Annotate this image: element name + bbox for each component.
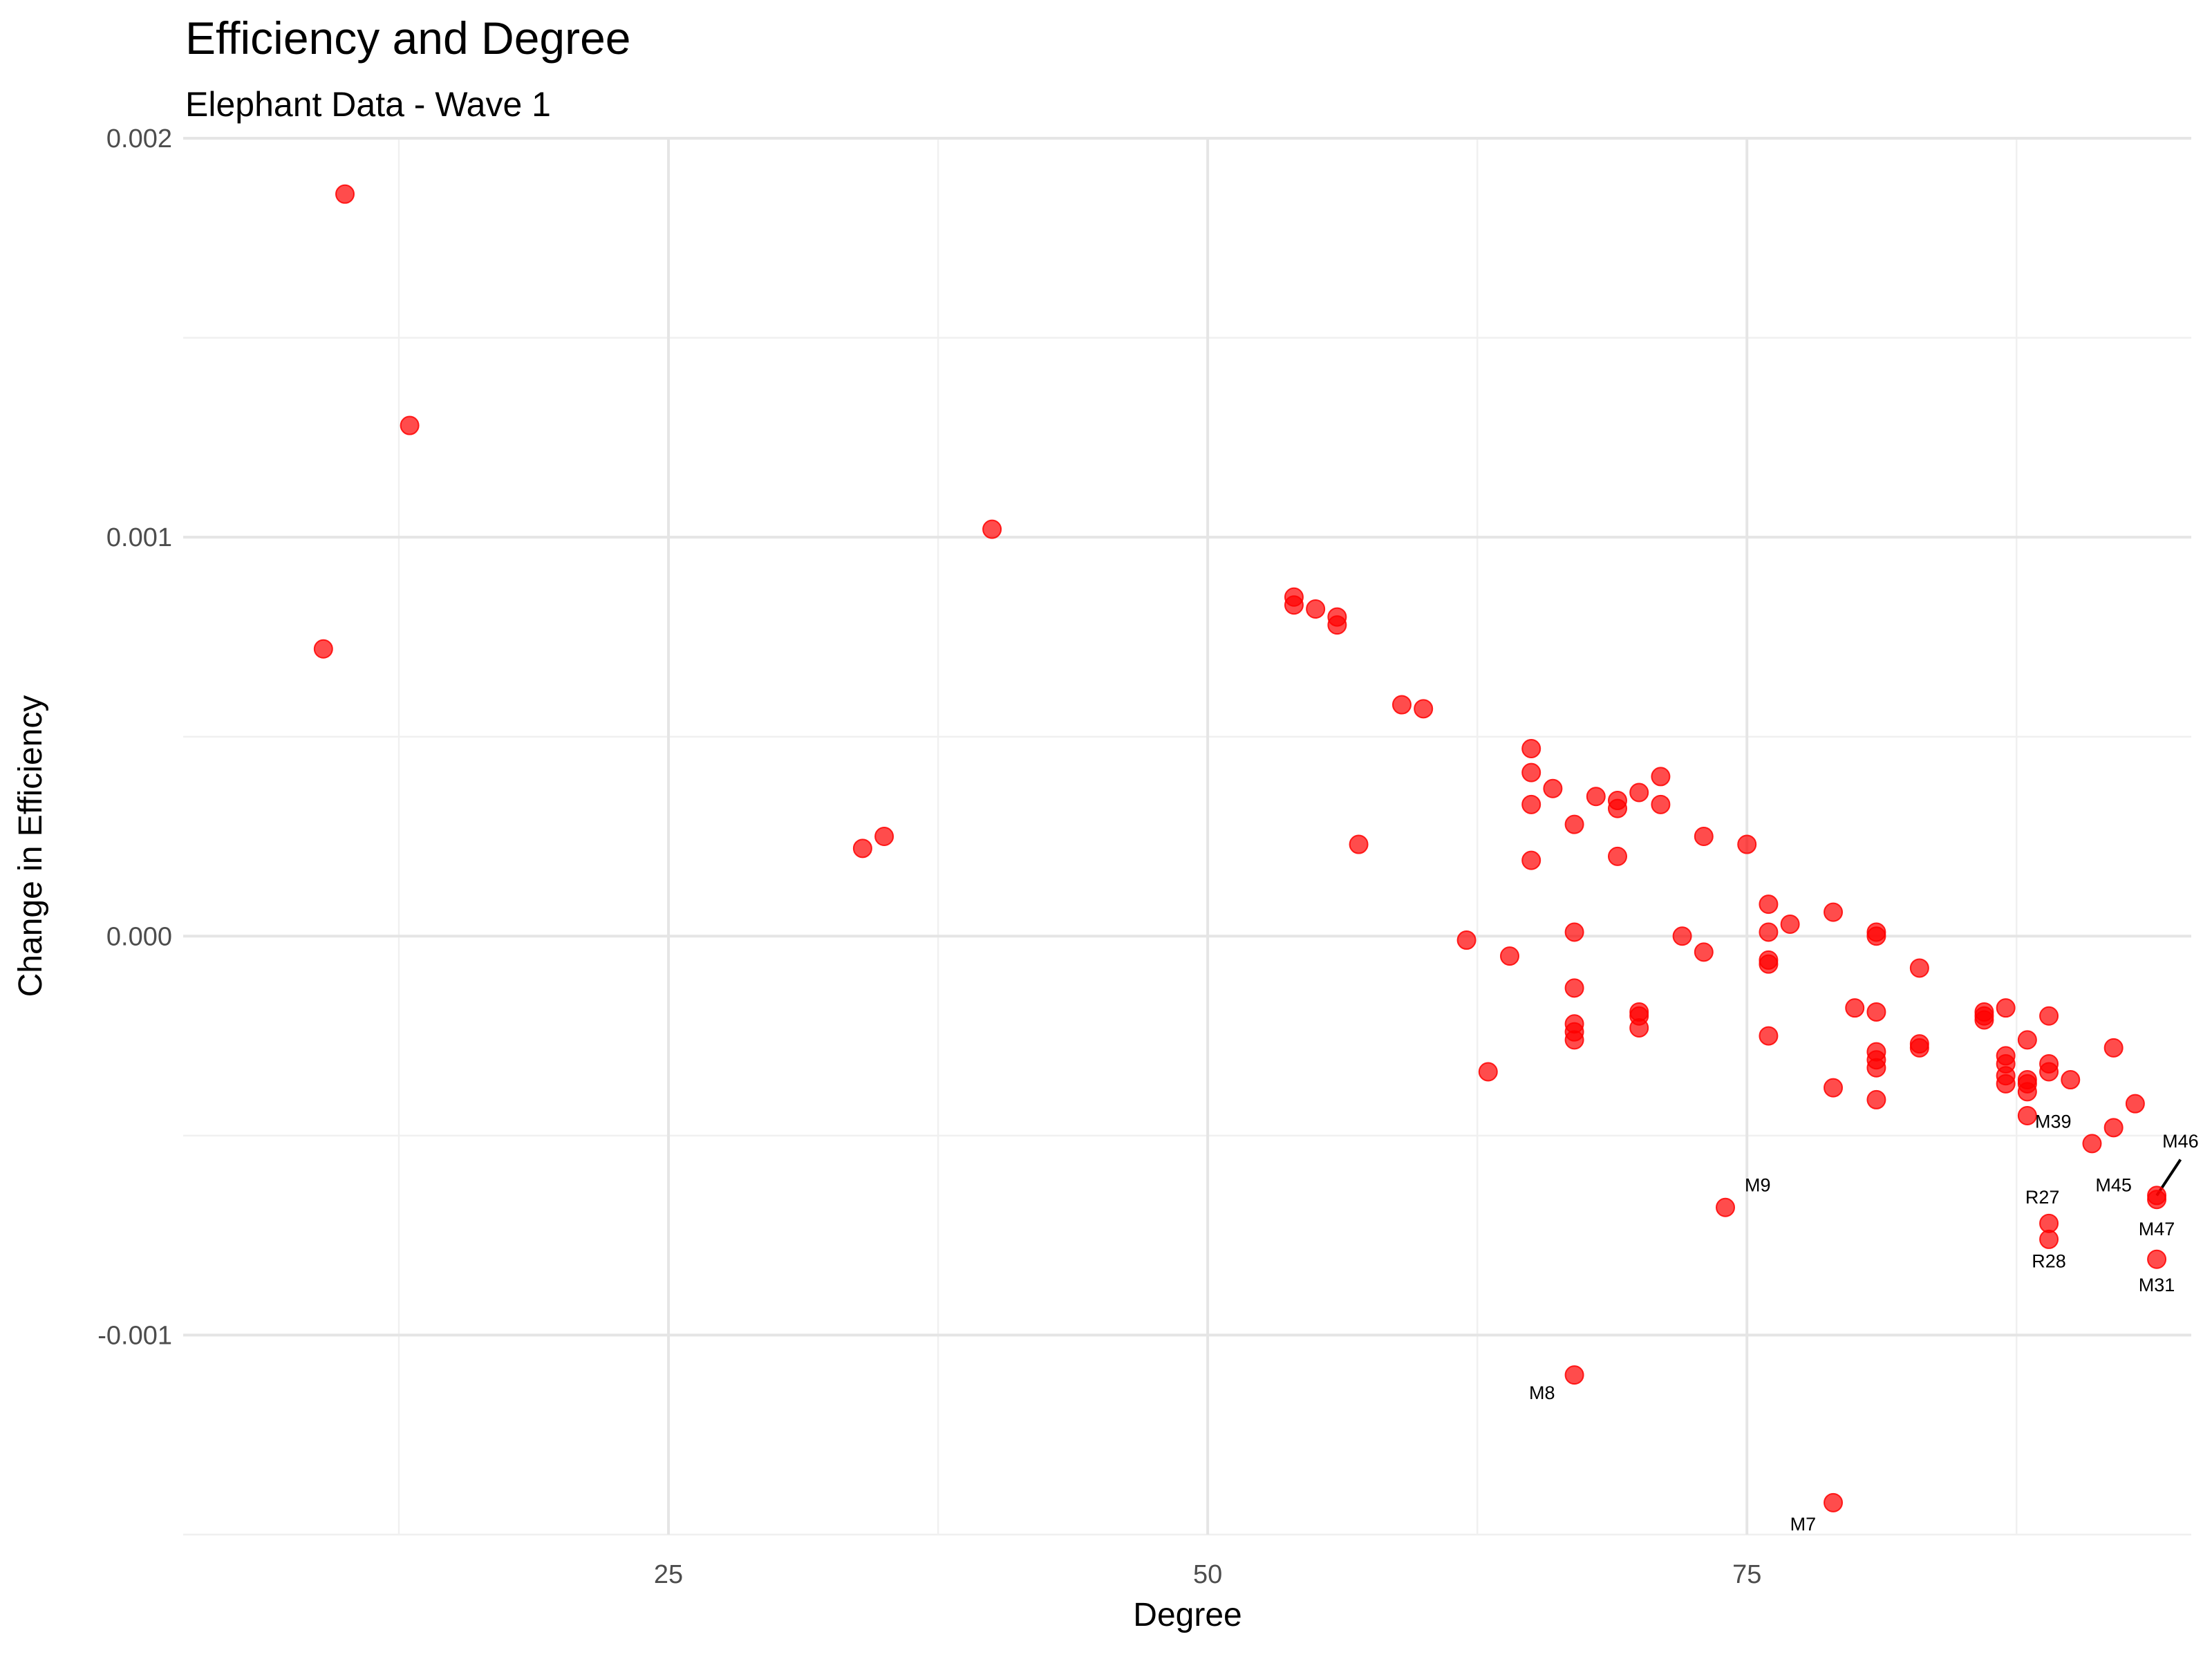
data-point xyxy=(1996,1074,2016,1094)
data-point xyxy=(2082,1134,2102,1154)
chart-subtitle: Elephant Data - Wave 1 xyxy=(185,85,551,124)
data-point xyxy=(1414,699,1434,719)
point-label-layer: M39 M46 M45 M9 R27 M47 R28 M31 M8 M7 xyxy=(1529,1111,2199,1535)
data-point xyxy=(1478,1062,1498,1082)
y-tick-label: 0.000 xyxy=(106,922,172,951)
grid-layer xyxy=(183,137,2191,1536)
point-label: M39 xyxy=(2035,1111,2072,1132)
data-point xyxy=(1629,782,1649,803)
data-point xyxy=(1284,595,1304,615)
data-point xyxy=(2103,1118,2124,1138)
data-point xyxy=(1672,926,1692,946)
data-point xyxy=(1327,615,1347,635)
data-point xyxy=(1564,814,1584,834)
y-tick-label: 0.001 xyxy=(106,523,172,552)
data-point xyxy=(1866,1058,1886,1078)
y-axis-title: Change in Efficiency xyxy=(12,695,49,997)
data-point xyxy=(400,415,420,435)
data-point xyxy=(1694,942,1714,962)
data-point xyxy=(313,639,333,659)
data-point xyxy=(1521,762,1541,782)
x-axis-title: Degree xyxy=(1133,1597,1241,1633)
point-layer xyxy=(313,184,2167,1512)
data-point xyxy=(1564,1030,1584,1050)
point-label: M45 xyxy=(2095,1175,2132,1196)
point-label: R27 xyxy=(2025,1187,2060,1208)
data-point xyxy=(852,838,872,859)
data-point xyxy=(1456,930,1477,950)
data-point xyxy=(1629,1018,1649,1038)
data-point xyxy=(1780,914,1800,934)
data-point xyxy=(1974,1010,1994,1030)
data-point xyxy=(874,827,894,846)
data-point xyxy=(2039,1062,2059,1082)
data-point xyxy=(2017,1030,2037,1050)
point-label: M8 xyxy=(1529,1382,1555,1403)
data-point xyxy=(1759,894,1779,915)
point-label: M9 xyxy=(1745,1175,1771,1196)
data-point xyxy=(1866,1002,1886,1022)
data-point xyxy=(1716,1197,1736,1217)
data-point xyxy=(2125,1094,2145,1114)
data-point xyxy=(982,519,1002,539)
data-point xyxy=(1845,998,1865,1018)
data-point xyxy=(1824,902,1844,922)
data-point xyxy=(1564,978,1584,998)
data-point xyxy=(2147,1190,2167,1210)
point-label: M46 xyxy=(2162,1131,2199,1152)
data-point xyxy=(1651,794,1671,814)
data-point xyxy=(2039,1229,2059,1249)
data-point xyxy=(2147,1249,2167,1269)
point-label: M7 xyxy=(1790,1514,1817,1535)
x-tick-label: 75 xyxy=(1732,1560,1761,1589)
data-point xyxy=(1564,922,1584,942)
y-tick-label: 0.002 xyxy=(106,124,172,153)
data-point xyxy=(1608,798,1627,818)
chart-title: Efficiency and Degree xyxy=(185,12,631,64)
x-tick-label: 50 xyxy=(1193,1560,1222,1589)
y-tick-label: -0.001 xyxy=(97,1321,172,1350)
point-label: M47 xyxy=(2139,1219,2175,1239)
data-point xyxy=(1306,599,1326,619)
data-point xyxy=(1521,850,1541,870)
data-point xyxy=(1608,846,1627,866)
data-point xyxy=(2103,1038,2124,1058)
data-point xyxy=(1543,778,1563,798)
data-point xyxy=(1564,1365,1584,1385)
data-point xyxy=(1391,695,1412,715)
data-point xyxy=(2017,1082,2037,1102)
point-label: M31 xyxy=(2139,1275,2175,1295)
data-point xyxy=(1866,1089,1886,1109)
point-label: R28 xyxy=(2032,1250,2066,1271)
data-point xyxy=(1651,767,1671,787)
tick-label-layer: 25 50 75 0.001 0.000 -0.001 0.002 xyxy=(97,124,1761,1589)
data-point xyxy=(1759,922,1779,942)
data-point xyxy=(2017,1106,2037,1125)
data-point xyxy=(1694,827,1714,846)
data-point xyxy=(1586,787,1606,807)
data-point xyxy=(1759,1026,1779,1046)
data-point xyxy=(1824,1078,1844,1098)
data-point xyxy=(1759,954,1779,974)
data-point xyxy=(1521,739,1541,759)
x-tick-label: 25 xyxy=(654,1560,683,1589)
data-point xyxy=(1737,834,1757,854)
data-point xyxy=(2039,1006,2059,1026)
data-point xyxy=(1349,834,1369,854)
data-point xyxy=(1521,794,1541,814)
data-point xyxy=(1866,926,1886,946)
data-point xyxy=(1996,998,2016,1018)
data-point xyxy=(1909,1038,1929,1058)
data-point xyxy=(1909,958,1929,978)
data-point xyxy=(335,184,355,204)
data-point xyxy=(2061,1070,2081,1090)
data-point xyxy=(1499,946,1519,966)
data-point xyxy=(1824,1492,1844,1512)
